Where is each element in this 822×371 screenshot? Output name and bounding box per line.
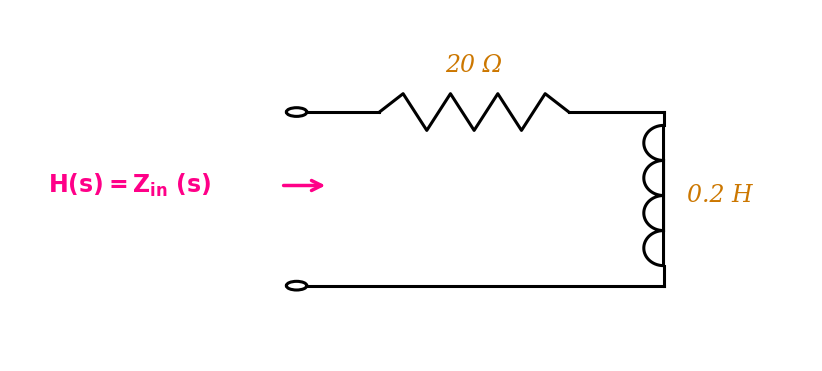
Text: 20 Ω: 20 Ω [446,54,503,77]
Text: $\mathbf{H(s) = Z_{in}\ (s)}$: $\mathbf{H(s) = Z_{in}\ (s)}$ [48,172,211,199]
Text: 0.2 H: 0.2 H [687,184,753,207]
